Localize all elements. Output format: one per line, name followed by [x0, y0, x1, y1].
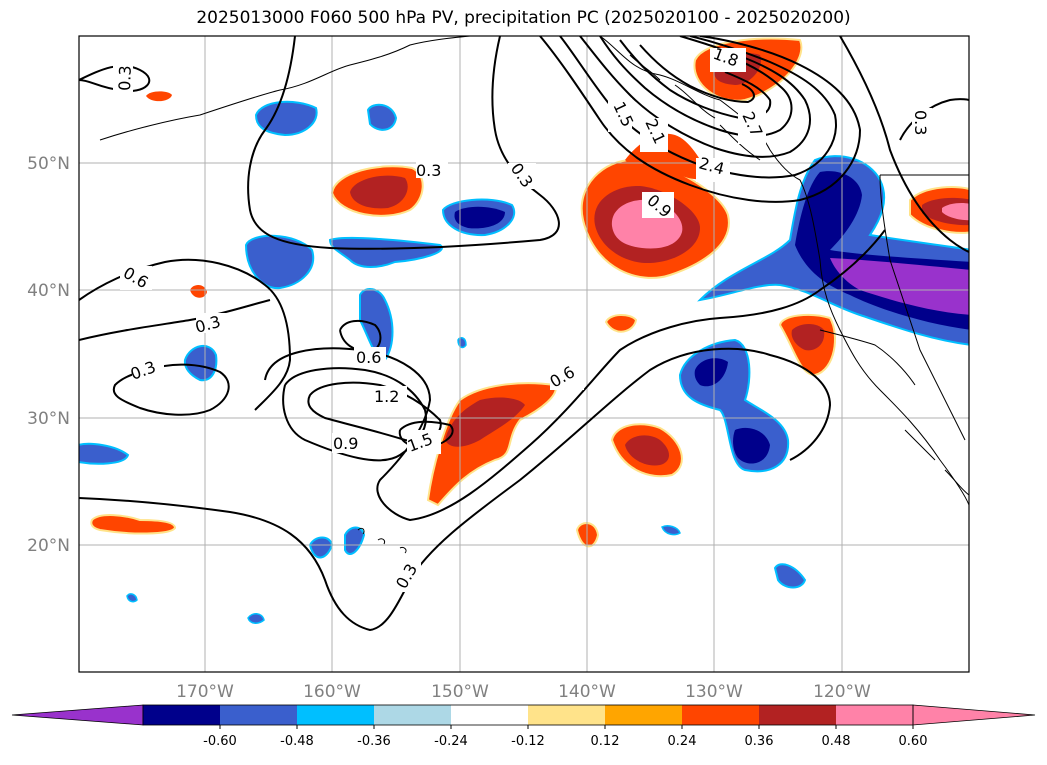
colorbar-extend-high [912, 704, 1036, 726]
contour-label-bg [395, 558, 421, 592]
lat-label: 30°N [27, 409, 70, 429]
lon-label: 150°W [431, 682, 489, 702]
precip-positive-blob [350, 175, 408, 209]
colorbar-tick-label: -0.24 [434, 734, 468, 749]
lon-label: 160°W [303, 682, 361, 702]
colorbar-tick-label: 0.12 [591, 734, 620, 749]
precip-positive-blob [604, 314, 638, 333]
precip-positive-blob [625, 435, 669, 466]
precip-negative-blob [366, 103, 398, 131]
contour-label-bg [354, 347, 386, 367]
coastlines [99, 36, 969, 554]
precip-negative-blob [183, 345, 218, 382]
colorbar-tick-label: -0.12 [511, 734, 545, 749]
colorbar-segment [220, 705, 298, 725]
colorbar-segment [682, 705, 760, 725]
lat-label: 40°N [27, 281, 70, 301]
colorbar-segment [297, 705, 375, 725]
colorbar-segment [451, 705, 529, 725]
colorbar: -0.60 -0.48 -0.36 -0.24 -0.12 0.12 0.24 0.36 0.4… [11, 704, 1036, 749]
contour-label-bg [608, 98, 632, 132]
precip-negative-blob [830, 258, 969, 315]
colorbar-extend-low [11, 704, 144, 726]
colorbar-segment [528, 705, 606, 725]
lon-label: 130°W [685, 682, 743, 702]
colorbar-tick-label: 0.48 [822, 734, 851, 749]
lat-label: 20°N [27, 536, 70, 556]
colorbar-tick-label: -0.60 [203, 734, 237, 749]
precip-negative-blob [247, 613, 265, 624]
precip-positive-blob [90, 514, 177, 535]
colorbar-tick-label: 0.36 [745, 734, 774, 749]
lon-label: 120°W [813, 682, 871, 702]
contour-label-bg [120, 266, 152, 290]
precip-negative-blob [694, 358, 728, 387]
colorbar-tick-label: 0.24 [668, 734, 697, 749]
contour-label-bg [113, 61, 133, 93]
colorbar-segment [374, 705, 452, 725]
contour-label-bg [332, 433, 364, 453]
colorbar-tick-label: -0.48 [280, 734, 314, 749]
precip-negative-blob [79, 442, 130, 465]
precip-positive-blob [190, 284, 207, 298]
precip-negative-blob [661, 525, 681, 536]
precip-positive-blob [445, 397, 525, 447]
precip-negative-blob [454, 206, 505, 229]
contour-label: 0.6 [356, 348, 381, 367]
lon-label: 170°W [176, 682, 234, 702]
contour-label-bg [738, 110, 766, 144]
contour-label-bg [407, 430, 441, 454]
precip-negative-blob [328, 236, 443, 268]
contour-label-bg [132, 361, 164, 381]
contour-label: 0.9 [333, 434, 358, 453]
precip-positive-blob [146, 91, 172, 102]
lon-axis: 170°W 160°W 150°W 140°W 130°W 120°W [176, 682, 871, 702]
precip-positive-blob [791, 324, 825, 351]
precip-negative-blob [733, 427, 770, 464]
contour-label-bg [508, 163, 536, 189]
contour-label-bg [710, 48, 746, 72]
colorbar-tick-label: 0.60 [899, 734, 928, 749]
contour-label-bg [640, 118, 668, 152]
lat-axis: 50°N 40°N 30°N 20°N [27, 154, 70, 556]
contour-label: 1.2 [374, 387, 399, 406]
precip-negative-blob [773, 563, 807, 589]
contour-label: 0.3 [911, 110, 930, 135]
contour-label-bg [196, 313, 228, 333]
contour-label-bg [373, 386, 407, 406]
colorbar-tick-label: -0.36 [357, 734, 391, 749]
contour-label-bg [642, 192, 674, 218]
contour-label-bg [912, 108, 932, 140]
contour-labels: 0.3 0.3 0.3 0.3 0.3 0.3 0.3 0.6 0.6 0.6 … [113, 44, 932, 592]
contour-label: 0.3 [115, 65, 135, 91]
lon-label: 140°W [558, 682, 616, 702]
precip-negative-blob [126, 593, 138, 603]
contour-label: 0.3 [416, 161, 441, 180]
precip-negative-blob [457, 336, 467, 349]
colorbar-segment [605, 705, 683, 725]
precip-negative-blob [344, 526, 366, 555]
colorbar-segment [143, 705, 221, 725]
colorbar-segment [759, 705, 837, 725]
precip-negative-blob [254, 100, 318, 137]
colorbar-segment [836, 705, 914, 725]
contour-label-bg [550, 366, 584, 390]
precip-positive-blob [942, 203, 969, 221]
map-frame [78, 35, 970, 673]
lat-label: 50°N [27, 154, 70, 174]
map-title: 2025013000 F060 500 hPa PV, precipitatio… [196, 8, 851, 28]
contour-label-bg [416, 160, 448, 178]
contour-label-bg [696, 158, 730, 182]
